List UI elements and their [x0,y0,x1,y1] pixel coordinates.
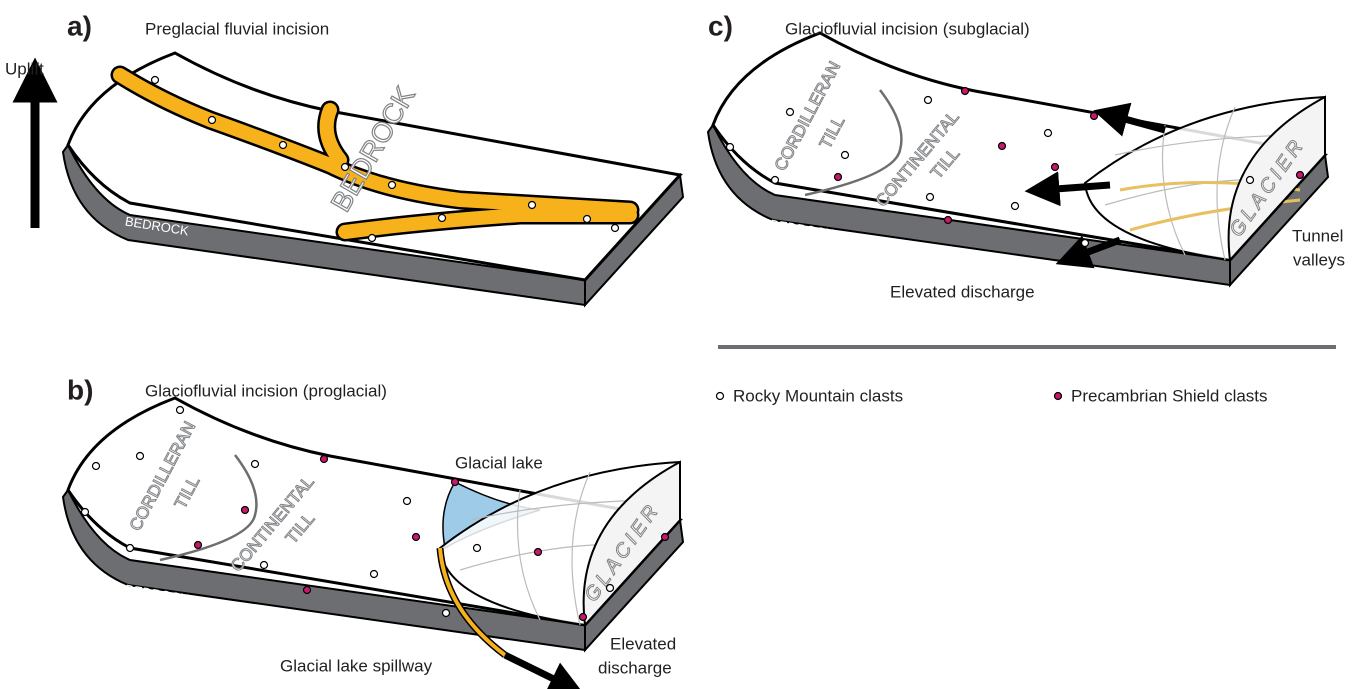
tunnel-label: valleys [1293,250,1345,269]
legend-label: Rocky Mountain clasts [733,386,903,405]
legend-marker [717,393,724,400]
clast [439,215,446,222]
legend-label: Precambrian Shield clasts [1071,386,1268,405]
clast [195,542,202,549]
clast [584,216,591,223]
clast [177,407,184,414]
panel-title: Preglacial fluvial incision [145,19,329,38]
clast [404,498,411,505]
clast [93,463,100,470]
clast [452,479,459,486]
clast [280,142,287,149]
clast [252,461,259,468]
discharge-label: Elevated discharge [890,282,1035,301]
clast [580,614,587,621]
clast [1012,203,1019,210]
clast [342,164,349,171]
clast [1297,172,1304,179]
panel-title: Glaciofluvial incision (subglacial) [785,19,1030,38]
panel-b: b) Glaciofluvial incision (proglacial) G… [63,374,683,686]
clast [535,549,542,556]
clast [369,235,376,242]
panel-label: c) [708,10,733,41]
clast [607,585,614,592]
discharge-label: Elevated [610,634,676,653]
clast [835,174,842,181]
discharge-label: discharge [598,658,672,677]
clast [137,453,144,460]
clast [962,88,969,95]
clast [927,194,934,201]
clast [321,456,328,463]
clast [82,509,89,516]
panel-a: a) Preglacial fluvial incision Uplift BE… [5,10,683,305]
clast [1091,113,1098,120]
clast [787,109,794,116]
clast [371,571,378,578]
clast [127,545,134,552]
clast [842,152,849,159]
legend: Rocky Mountain clasts Precambrian Shield … [717,386,1268,405]
clast [662,534,669,541]
clast [945,217,952,224]
clast [152,77,159,84]
clast [1247,177,1254,184]
clast [529,202,536,209]
legend-marker [1055,393,1062,400]
panel-label: a) [67,10,92,41]
clast [1045,130,1052,137]
panel-label: b) [67,374,93,405]
clast [389,182,396,189]
discharge-arrow [1042,185,1110,190]
clast [925,97,932,104]
clast [209,117,216,124]
panel-title: Glaciofluvial incision (proglacial) [145,381,387,400]
clast [474,545,481,552]
clast [443,610,450,617]
uplift-label: Uplift [5,59,44,78]
tunnel-label: Tunnel [1292,226,1343,245]
clast [1052,164,1059,171]
clast [727,144,734,151]
clast [772,177,779,184]
clast [999,143,1006,150]
clast [304,587,311,594]
spillway-label: Glacial lake spillway [280,656,433,675]
clast [261,562,268,569]
clast [612,225,619,232]
clast [1082,240,1089,247]
figure: a) Preglacial fluvial incision Uplift BE… [0,0,1368,689]
clast [242,507,249,514]
panel-c: c) Glaciofluvial incision (subglacial) C… [708,10,1345,301]
clast [413,534,420,541]
lake-label: Glacial lake [455,453,543,472]
discharge-arrow [505,655,568,686]
